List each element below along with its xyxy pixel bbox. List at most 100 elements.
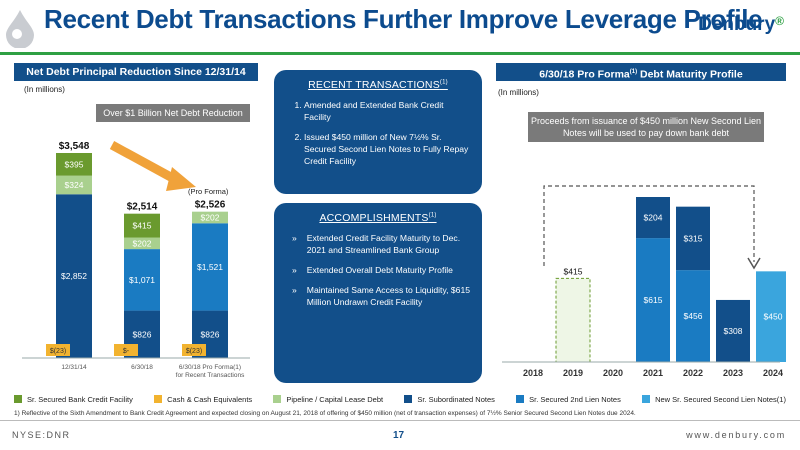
arrowhead-icon — [166, 167, 196, 191]
bar-value-label: $450 — [764, 312, 783, 322]
legend-swatch — [404, 395, 413, 403]
right-chart: 2018 $415 2019 2020 $615 $204 2021 $456 $315 2022… — [502, 185, 786, 378]
bar-value-label: $415 — [564, 266, 583, 276]
accomplishments-list: » Extended Credit Facility Maturity to De… — [284, 232, 472, 308]
legend: Sr. Secured Bank Credit Facility Cash & … — [14, 393, 786, 405]
bar-value-label: $2,852 — [61, 271, 87, 281]
accomplishments-title: ACCOMPLISHMENTS(1) — [319, 212, 437, 224]
ticker: NYSE:DNR — [12, 430, 71, 440]
x-tick-label: 2021 — [643, 368, 663, 378]
bar-value-label: $615 — [644, 295, 663, 305]
legend-swatch — [273, 395, 282, 403]
x-tick-label: 2023 — [723, 368, 743, 378]
bar-segment — [676, 206, 710, 271]
bar-value-label: $202 — [201, 212, 220, 222]
drop-logo-icon — [4, 8, 36, 49]
legend-swatch — [516, 395, 525, 403]
right-units-label: (In millions) — [498, 88, 539, 97]
footer-divider — [0, 420, 800, 421]
bar-value-label: $826 — [201, 329, 220, 339]
proforma-label: (Pro Forma) — [188, 187, 229, 196]
legend-item: Sr. Subordinated Notes — [404, 393, 495, 405]
bar-value-label: $324 — [65, 180, 84, 190]
cash-segment — [114, 344, 138, 356]
title-divider — [0, 52, 800, 55]
bar-segment — [124, 249, 160, 311]
page-title: Recent Debt Transactions Further Improve… — [44, 4, 763, 34]
legend-swatch — [642, 395, 651, 403]
logo-text: Denbury — [698, 14, 776, 35]
website: www.denbury.com — [686, 430, 786, 440]
right-callout: Proceeds from issuance of $450 million N… — [528, 112, 764, 142]
bar-segment — [124, 237, 160, 250]
x-tick-label: 6/30/18 Pro Forma(1) — [179, 364, 241, 371]
legend-swatch — [14, 395, 22, 403]
refinance-connector — [543, 185, 755, 266]
bar-segment — [192, 211, 228, 224]
bar-segment — [555, 277, 591, 363]
bar-total-label: $2,526 — [195, 200, 226, 211]
left-units-label: (In millions) — [24, 85, 65, 94]
bar-value-label: $415 — [133, 221, 152, 231]
cash-value-label: $(23) — [186, 348, 202, 355]
bar-value-label: $456 — [684, 311, 703, 321]
legend-item: Sr. Secured 2nd Lien Notes — [516, 393, 621, 405]
bar-value-label: $395 — [65, 159, 84, 169]
x-tick-label: 2018 — [523, 368, 543, 378]
x-tick-label: 2022 — [683, 368, 703, 378]
bar-value-label: $826 — [133, 329, 152, 339]
bar-value-label: $308 — [724, 326, 743, 336]
x-tick-label: 6/30/18 — [131, 364, 153, 371]
cash-value-label: $- — [123, 348, 130, 355]
logo-mark: ® — [775, 14, 784, 28]
right-panel-header: 6/30/18 Pro Forma(1) Debt Maturity Profi… — [496, 63, 786, 81]
x-tick-label: 2020 — [603, 368, 623, 378]
company-logo: Denbury® — [698, 14, 784, 36]
connector-arrow-icon — [747, 257, 761, 270]
x-tick-label: for Recent Transactions — [176, 372, 245, 379]
cash-value-label: $(23) — [50, 348, 66, 355]
accomplishment-item: » Extended Overall Debt Maturity Profile — [292, 265, 453, 275]
recent-item: Issued $450 million of New 7½% Sr. Secur… — [304, 131, 472, 167]
legend-item: New Sr. Secured Second Lien Notes(1) — [642, 393, 786, 405]
bar-segment — [716, 299, 750, 362]
x-tick-label: 2024 — [763, 368, 783, 378]
footnote: 1) Reflective of the Sixth Amendment to … — [14, 410, 636, 417]
bar-segment — [124, 213, 160, 238]
cash-segment — [182, 344, 206, 356]
bar-segment — [192, 223, 228, 311]
accomplishments-box: ACCOMPLISHMENTS(1) » Extended Credit Faci… — [274, 203, 482, 383]
bar-segment — [676, 270, 710, 362]
recent-transactions-list: Amended and Extended Bank Credit Facilit… — [284, 99, 472, 167]
bar-segment — [56, 194, 92, 358]
legend-swatch — [154, 395, 163, 403]
page-number: 17 — [393, 430, 405, 441]
bar-value-label: $1,521 — [197, 262, 223, 272]
bar-value-label: $204 — [644, 213, 663, 223]
x-tick-label: 12/31/14 — [61, 364, 87, 371]
legend-item: Cash & Cash Equivalents — [154, 393, 252, 405]
left-callout: Over $1 Billion Net Debt Reduction — [96, 104, 250, 122]
bar-value-label: $315 — [684, 233, 703, 243]
x-tick-label: 2019 — [563, 368, 583, 378]
bar-segment — [56, 153, 92, 176]
bar-segment — [636, 238, 670, 362]
bar-value-label: $202 — [133, 238, 152, 248]
bar-segment — [56, 175, 92, 195]
accomplishment-item: » Maintained Same Access to Liquidity, $6… — [292, 285, 470, 307]
cash-segment — [46, 344, 70, 356]
bar-value-label: $1,071 — [129, 275, 155, 285]
bar-total-label: $3,548 — [59, 141, 90, 152]
legend-item: Pipeline / Capital Lease Debt — [273, 393, 383, 405]
decrease-arrow-icon — [109, 141, 181, 185]
left-chart: $2,852 $324 $395 $3,548 $(23) 12/31/14 $826 $1,… — [22, 141, 250, 379]
recent-transactions-box: RECENT TRANSACTIONS(1) Amended and Exten… — [274, 70, 482, 194]
legend-item: Sr. Secured Bank Credit Facility — [14, 393, 133, 405]
bar-segment — [636, 197, 670, 239]
recent-transactions-title: RECENT TRANSACTIONS(1) — [308, 79, 448, 91]
left-panel-header: Net Debt Principal Reduction Since 12/31… — [14, 63, 258, 81]
accomplishment-item: » Extended Credit Facility Maturity to De… — [292, 233, 461, 255]
bar-segment — [756, 271, 786, 362]
recent-item: Amended and Extended Bank Credit Facilit… — [304, 99, 472, 123]
bar-total-label: $2,514 — [127, 202, 158, 213]
